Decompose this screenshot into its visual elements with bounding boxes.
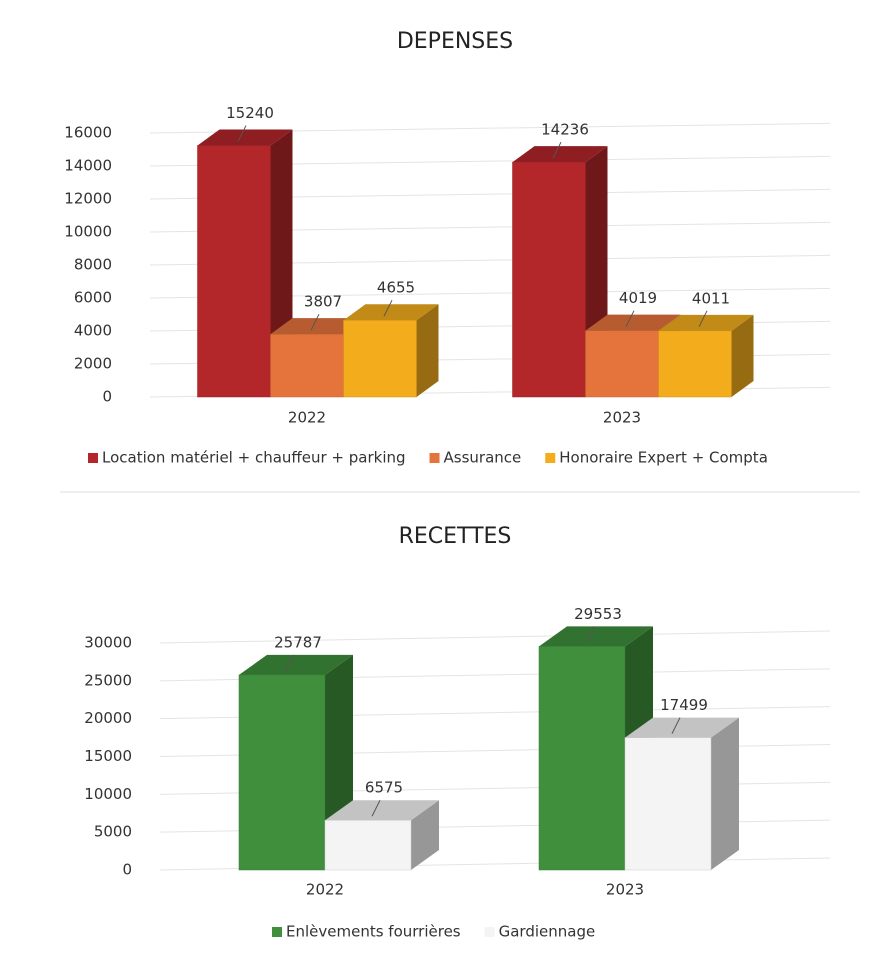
bar-top [325,800,439,821]
y-tick-label: 30000 [84,634,132,652]
label-leader [585,626,595,643]
x-tick-label: 2023 [606,881,644,899]
label-leader [237,125,247,142]
bar-front [324,819,412,871]
y-tick-label: 25000 [84,671,132,689]
bar-top [270,318,366,335]
bar [658,314,754,398]
data-label: 4655 [377,279,415,297]
legend-label: Enlèvements fourrières [286,923,461,941]
label-leader [671,717,681,734]
data-label: 6575 [365,779,403,797]
bar [343,304,439,398]
label-leader [552,141,562,159]
bar-top [239,654,353,675]
legend-label: Honoraire Expert + Compta [559,449,768,467]
y-tick-label: 0 [122,861,132,879]
bar-front [238,674,326,871]
bar [624,717,739,871]
legend-swatch [429,453,440,463]
label-leader [625,310,635,327]
bar-front [658,330,732,398]
bar-side [711,717,739,870]
legend-swatch [272,927,282,937]
bar-side [731,314,754,397]
data-label: 15240 [226,104,274,122]
chart-title: RECETTES [399,524,512,549]
bar-front [270,333,344,398]
label-leader [383,299,393,317]
legend-label: Gardiennage [499,923,596,941]
bar-front [343,319,417,398]
y-tick-label: 16000 [64,124,112,142]
bar-top [658,314,754,331]
y-tick-label: 12000 [64,190,112,208]
legend-label: Location matériel + chauffeur + parking [102,449,406,467]
bar-top [625,717,739,738]
x-tick-label: 2023 [603,409,641,427]
bar [324,800,439,871]
y-tick-label: 20000 [84,709,132,727]
bar-front [538,646,626,871]
bar [512,146,608,398]
bar-front [512,161,586,398]
legend-swatch [545,453,556,463]
bar-top [197,129,293,146]
bar [197,129,293,398]
bar-front [585,330,659,398]
bar-side [416,304,439,397]
y-tick-label: 5000 [94,823,132,841]
y-tick-label: 0 [102,388,112,406]
y-tick-label: 6000 [74,289,112,307]
label-leader [371,800,381,817]
label-leader [310,313,320,331]
x-tick-label: 2022 [306,881,344,899]
bar-top [512,146,608,163]
chart-title: DEPENSES [397,29,513,54]
bar-top [585,314,681,331]
y-tick-label: 15000 [84,747,132,765]
label-leader [285,654,295,672]
y-tick-label: 8000 [74,256,112,274]
y-tick-label: 14000 [64,157,112,175]
y-tick-label: 10000 [84,785,132,803]
y-tick-label: 4000 [74,322,112,340]
data-label: 14236 [541,121,589,139]
label-leader [698,310,708,328]
legend-label: Assurance [444,449,522,467]
bar-top [343,304,439,321]
legend-swatch [484,927,495,937]
grid-line [159,630,831,644]
data-label: 4011 [692,289,730,307]
data-label: 3807 [304,293,342,311]
y-tick-label: 10000 [64,223,112,241]
bar-front [624,737,712,871]
data-label: 25787 [274,633,322,651]
y-tick-label: 2000 [74,355,112,373]
bar-top [539,626,653,647]
bar-front [197,145,271,398]
bar-side [411,800,439,870]
data-label: 29553 [574,605,622,623]
x-tick-label: 2022 [288,409,326,427]
data-label: 4019 [619,289,657,307]
data-label: 17499 [660,696,708,714]
legend-swatch [88,453,98,463]
